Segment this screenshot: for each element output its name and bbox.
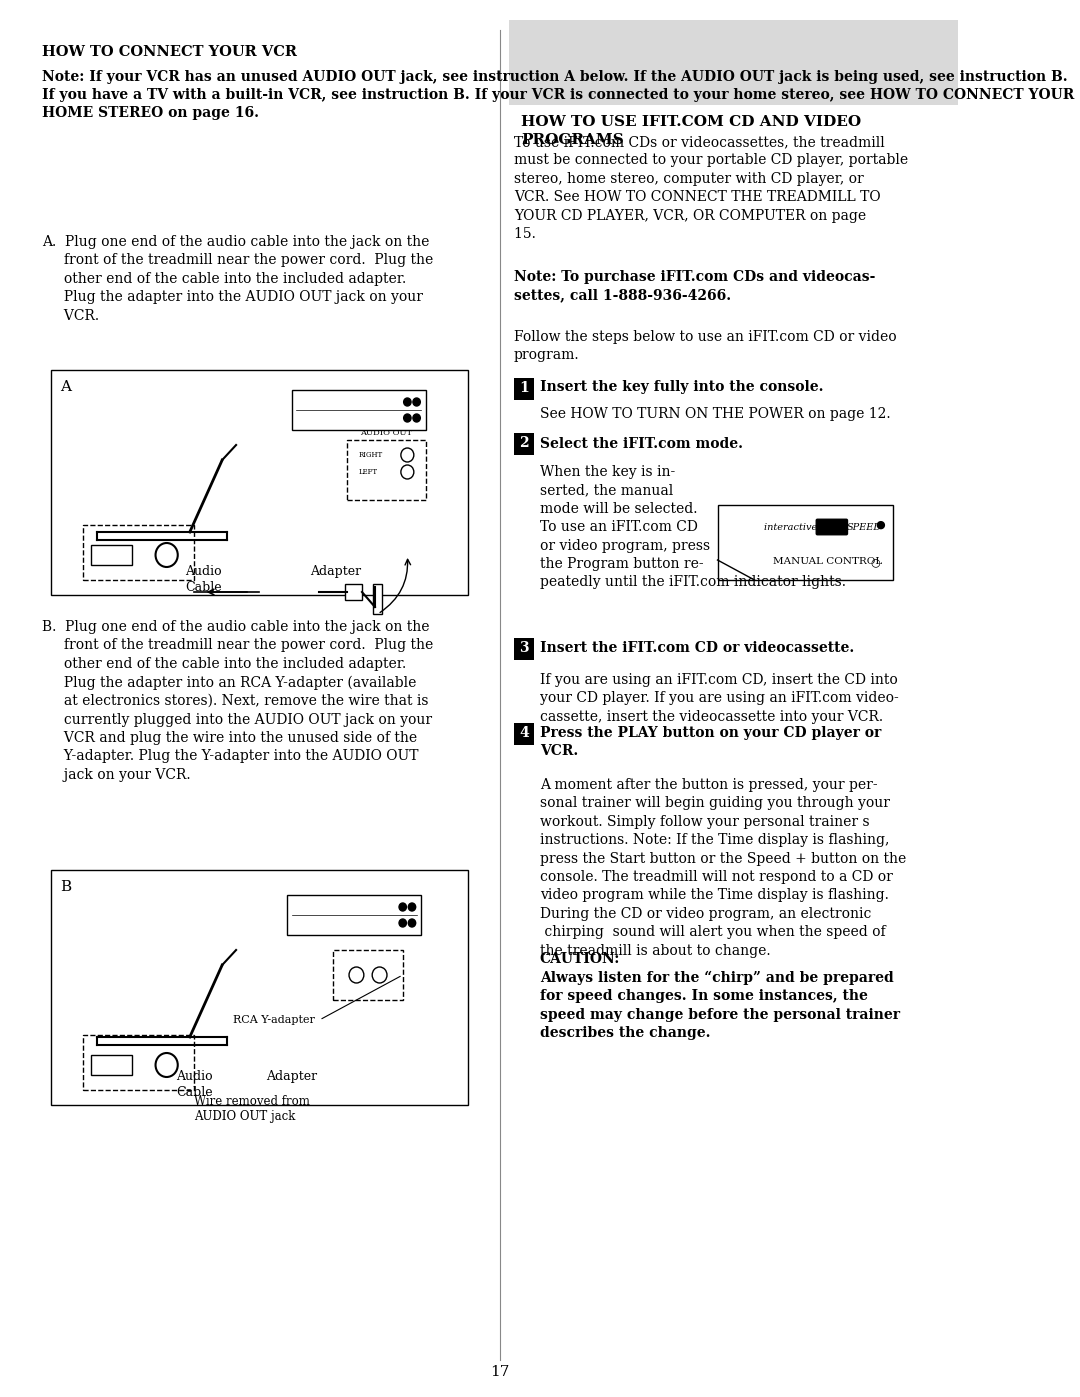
Text: When the key is in-
serted, the manual
mode will be selected.
To use an iFIT.com: When the key is in- serted, the manual m…	[540, 465, 846, 590]
Text: MANUAL CONTROL: MANUAL CONTROL	[773, 557, 882, 567]
Text: To use iFIT.com CDs or videocassettes, the treadmill
must be connected to your p: To use iFIT.com CDs or videocassettes, t…	[514, 136, 908, 242]
Text: AUDIO OUT jack: AUDIO OUT jack	[194, 1111, 296, 1123]
Circle shape	[404, 398, 411, 407]
Text: Note: To purchase iFIT.com CDs and videocas-
settes, call 1-888-936-4266.: Note: To purchase iFIT.com CDs and video…	[514, 270, 875, 302]
Text: interactive: interactive	[764, 522, 823, 531]
Text: If you are using an iFIT.com CD, insert the CD into
your CD player. If you are u: If you are using an iFIT.com CD, insert …	[540, 673, 899, 724]
Bar	[51, 870, 468, 1105]
Text: Select the iFIT.com mode.: Select the iFIT.com mode.	[540, 437, 743, 451]
Text: RIGHT: RIGHT	[359, 451, 382, 460]
Text: Press the PLAY button on your CD player or
VCR.: Press the PLAY button on your CD player …	[540, 726, 881, 759]
Text: Insert the iFIT.com CD or videocassette.: Insert the iFIT.com CD or videocassette.	[540, 641, 854, 655]
Circle shape	[404, 414, 411, 422]
Bar	[717, 504, 893, 580]
Text: 1: 1	[519, 381, 529, 395]
Circle shape	[413, 398, 420, 407]
Bar	[346, 584, 362, 599]
Text: During the CD or video program, an electronic
 chirping  sound will alert you wh: During the CD or video program, an elect…	[540, 907, 886, 958]
Text: A moment after the button is pressed, your per-
sonal trainer will begin guiding: A moment after the button is pressed, yo…	[540, 778, 906, 902]
Bar	[83, 525, 194, 580]
Circle shape	[399, 919, 406, 928]
Bar	[334, 950, 403, 1000]
Text: Wire removed from: Wire removed from	[194, 1095, 310, 1108]
Text: 3: 3	[519, 641, 529, 655]
Circle shape	[399, 902, 406, 911]
Text: Follow the steps below to use an iFIT.com CD or video
program.: Follow the steps below to use an iFIT.co…	[514, 330, 896, 362]
Text: Adapter: Adapter	[266, 1070, 318, 1083]
Text: B: B	[60, 880, 71, 894]
Text: iFIT: iFIT	[818, 521, 847, 534]
Text: Insert the key fully into the console.: Insert the key fully into the console.	[540, 380, 823, 394]
Bar	[83, 1035, 194, 1090]
Bar	[373, 584, 382, 615]
Text: 17: 17	[490, 1365, 510, 1379]
Text: Adapter: Adapter	[310, 564, 362, 578]
Text: ○: ○	[870, 557, 880, 567]
Text: HOW TO USE IFIT.COM CD AND VIDEO
PROGRAMS: HOW TO USE IFIT.COM CD AND VIDEO PROGRAM…	[522, 115, 862, 148]
Text: See HOW TO TURN ON THE POWER on page 12.: See HOW TO TURN ON THE POWER on page 12.	[540, 407, 890, 420]
Text: SPEED: SPEED	[847, 522, 882, 531]
Text: CAUTION:
Always listen for the “chirp” and be prepared
for speed changes. In som: CAUTION: Always listen for the “chirp” a…	[540, 951, 900, 1039]
Text: RCA Y-adapter: RCA Y-adapter	[233, 1016, 314, 1025]
Circle shape	[408, 902, 416, 911]
Bar	[514, 638, 535, 659]
Bar	[287, 895, 421, 935]
Text: HOW TO CONNECT YOUR VCR: HOW TO CONNECT YOUR VCR	[42, 45, 297, 59]
Text: 2: 2	[519, 436, 529, 450]
Bar	[514, 433, 535, 455]
Circle shape	[408, 919, 416, 928]
Text: AUDIO OUT: AUDIO OUT	[361, 429, 413, 437]
Circle shape	[413, 414, 420, 422]
Bar	[292, 390, 426, 430]
Bar	[91, 1055, 133, 1076]
Text: B.  Plug one end of the audio cable into the jack on the
     front of the tread: B. Plug one end of the audio cable into …	[42, 620, 433, 782]
Bar	[514, 724, 535, 745]
Text: Audio
Cable: Audio Cable	[176, 1070, 213, 1099]
Bar	[509, 20, 958, 105]
Bar	[91, 545, 133, 564]
Bar	[514, 379, 535, 400]
Bar	[51, 370, 468, 595]
Text: Audio
Cable: Audio Cable	[186, 564, 222, 594]
Text: 4: 4	[519, 726, 529, 740]
Text: A.  Plug one end of the audio cable into the jack on the
     front of the tread: A. Plug one end of the audio cable into …	[42, 235, 433, 323]
Bar	[347, 440, 426, 500]
Text: A: A	[60, 380, 71, 394]
Text: LEFT: LEFT	[359, 468, 377, 476]
Text: Note: If your VCR has an unused AUDIO OUT jack, see instruction A below. If the : Note: If your VCR has an unused AUDIO OU…	[42, 70, 1074, 120]
Text: ●: ●	[875, 520, 885, 529]
